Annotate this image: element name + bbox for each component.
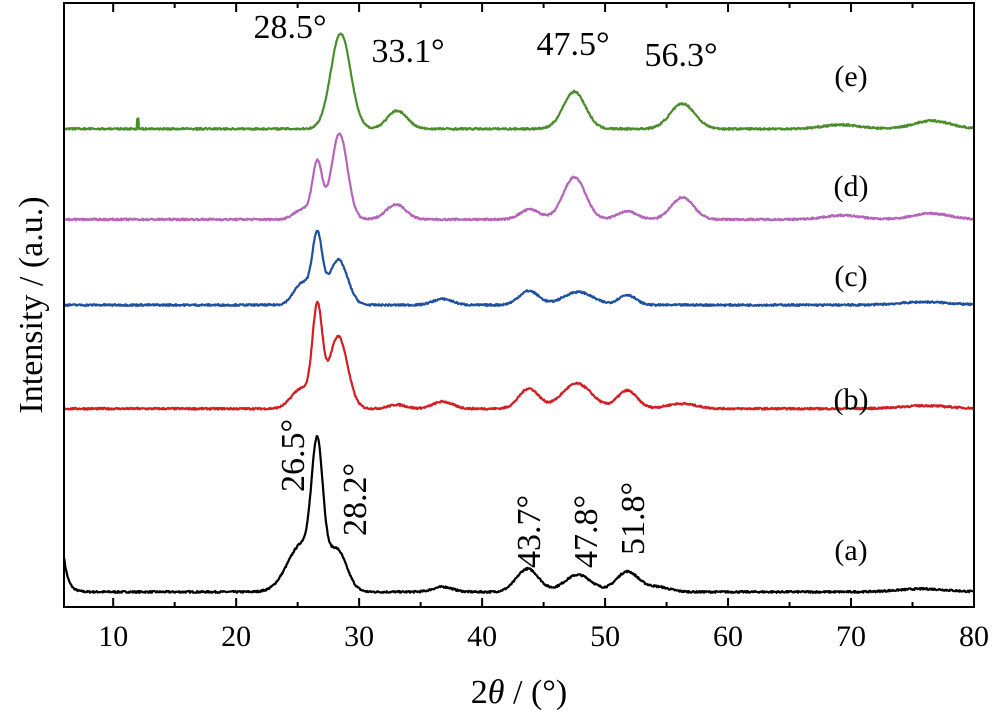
peak-annotations: 28.5° 33.1° 47.5° 56.3° 26.5° 28.2° 43.7° 47.8°… [253,9,717,568]
peak-annotation-top: 33.1° [371,33,444,70]
x-tick-label: 30 [344,620,374,653]
series-label: (c) [834,260,867,293]
x-tick-label: 70 [836,620,866,653]
peak-annotation-bottom: 47.8° [568,495,605,568]
peak-annotation-top: 28.5° [253,9,326,46]
x-axis-title: 2θ / (°) [471,674,567,711]
peak-annotation-bottom: 26.5° [275,419,312,492]
series-line-2 [64,300,974,411]
y-axis-title: Intensity / (a.u.) [13,196,50,413]
x-tick-label: 10 [98,620,128,653]
x-tick-label: 80 [959,620,989,653]
x-axis-ticks: 10 20 30 40 50 60 70 80 [98,3,989,653]
x-tick-label: 40 [467,620,497,653]
peak-annotation-bottom: 51.8° [615,482,652,555]
peak-annotation-bottom: 43.7° [511,495,548,568]
plot-frame [63,2,975,608]
series-label: (e) [834,60,867,93]
series-line-5 [64,32,974,131]
series-label: (d) [834,170,869,203]
series-line-1 [64,435,974,594]
x-tick-label: 50 [590,620,620,653]
peak-annotation-bottom: 28.2° [337,463,374,536]
peak-annotation-top: 47.5° [536,26,609,63]
peak-annotation-top: 56.3° [644,37,717,74]
x-tick-label: 60 [713,620,743,653]
series-labels: (a) (b) (c) (d) (e) [834,60,869,567]
series-line-4 [64,132,974,222]
series-label: (a) [834,534,867,567]
series-label: (b) [834,383,869,416]
series-layer [64,32,974,594]
series-line-3 [64,229,974,307]
x-tick-label: 20 [221,620,251,653]
